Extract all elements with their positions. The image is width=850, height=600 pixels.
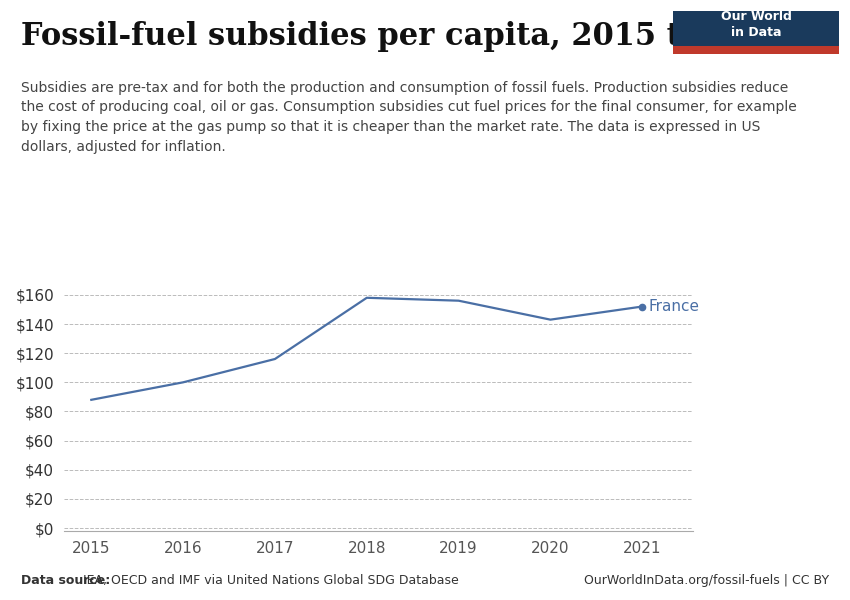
Text: France: France [649, 299, 700, 314]
Text: IEA, OECD and IMF via United Nations Global SDG Database: IEA, OECD and IMF via United Nations Glo… [79, 574, 459, 587]
Text: Subsidies are pre-tax and for both the production and consumption of fossil fuel: Subsidies are pre-tax and for both the p… [21, 81, 797, 154]
Text: Fossil-fuel subsidies per capita, 2015 to 2021: Fossil-fuel subsidies per capita, 2015 t… [21, 21, 796, 52]
Text: Data source:: Data source: [21, 574, 111, 587]
Text: OurWorldInData.org/fossil-fuels | CC BY: OurWorldInData.org/fossil-fuels | CC BY [584, 574, 829, 587]
Text: Our World
in Data: Our World in Data [721, 10, 791, 39]
